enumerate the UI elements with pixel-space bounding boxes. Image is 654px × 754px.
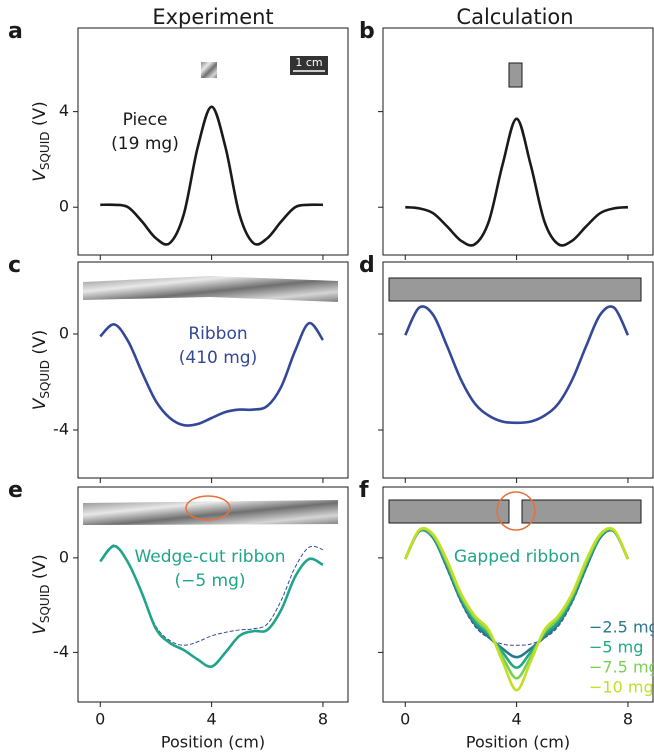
sample-drawing [508, 62, 523, 88]
data-line [99, 544, 324, 669]
plot-frame [382, 486, 654, 703]
data-line [100, 105, 323, 246]
y-axis-label-part: V [30, 622, 50, 635]
sample-photo [201, 62, 217, 78]
x-tick-label: 4 [512, 710, 522, 729]
y-tick-label: -4 [53, 642, 69, 661]
panel-label: c [8, 253, 21, 278]
x-tick-label: 0 [400, 710, 410, 729]
data-line [404, 526, 630, 692]
sample-photo [83, 500, 338, 525]
annotation: Piece [123, 110, 168, 130]
sample-drawing [521, 499, 642, 524]
panel-label: d [359, 253, 375, 278]
annotation: (19 mg) [111, 134, 179, 154]
legend-label: −2.5 mg [589, 618, 654, 637]
y-axis-label: VSQUID (V) [30, 330, 52, 411]
annotation: (−5 mg) [174, 571, 245, 591]
panel-label: e [8, 478, 23, 503]
y-axis-label-part: SQUID [38, 360, 52, 399]
y-tick-label: 0 [59, 197, 69, 216]
x-axis-label: Position (cm) [466, 733, 570, 752]
plot-frame [382, 261, 654, 479]
scale-bar-label: 1 cm [295, 56, 322, 69]
data-line [99, 321, 325, 427]
data-line [405, 117, 629, 247]
plot-frame [77, 27, 349, 256]
data-line [404, 305, 630, 425]
y-axis-label-part: V [30, 169, 50, 182]
panel-label: f [359, 478, 369, 503]
x-axis-label: Position (cm) [161, 733, 265, 752]
x-tick-label: 4 [207, 710, 217, 729]
y-axis-label-part: (V) [30, 330, 50, 360]
y-tick-label: 0 [59, 324, 69, 343]
sample-drawing [388, 277, 642, 302]
y-tick-label: 4 [59, 101, 69, 120]
x-tick-label: 0 [95, 710, 105, 729]
plot-frame [382, 27, 654, 256]
y-axis-label-part: SQUID [38, 585, 52, 624]
y-axis-label: VSQUID (V) [30, 101, 52, 182]
y-axis-label-part: V [30, 397, 50, 410]
highlight [185, 495, 231, 521]
y-axis-label-part: (V) [30, 554, 50, 584]
annotation: Gapped ribbon [454, 547, 580, 567]
y-axis-label-part: SQUID [38, 132, 52, 171]
plot-frame [77, 486, 349, 703]
x-tick-label: 8 [318, 710, 328, 729]
y-tick-label: -4 [53, 420, 69, 439]
legend-label: −7.5 mg [589, 658, 654, 677]
column-title: Experiment [152, 5, 273, 29]
panel-label: a [8, 19, 23, 44]
annotation: Ribbon [188, 324, 247, 344]
legend-label: −5 mg [589, 638, 643, 657]
highlight [496, 491, 536, 531]
annotation: (410 mg) [179, 348, 257, 368]
legend-label: −10 mg [589, 678, 654, 697]
annotation: Wedge-cut ribbon [134, 547, 285, 567]
plot-frame [77, 261, 349, 479]
sample-drawing [388, 499, 510, 524]
panel-label: b [359, 19, 375, 44]
y-axis-label-part: (V) [30, 101, 50, 131]
column-title: Calculation [456, 5, 573, 29]
sample-photo [83, 276, 338, 302]
y-tick-label: 0 [59, 547, 69, 566]
x-tick-label: 8 [623, 710, 633, 729]
y-axis-label: VSQUID (V) [30, 554, 52, 635]
